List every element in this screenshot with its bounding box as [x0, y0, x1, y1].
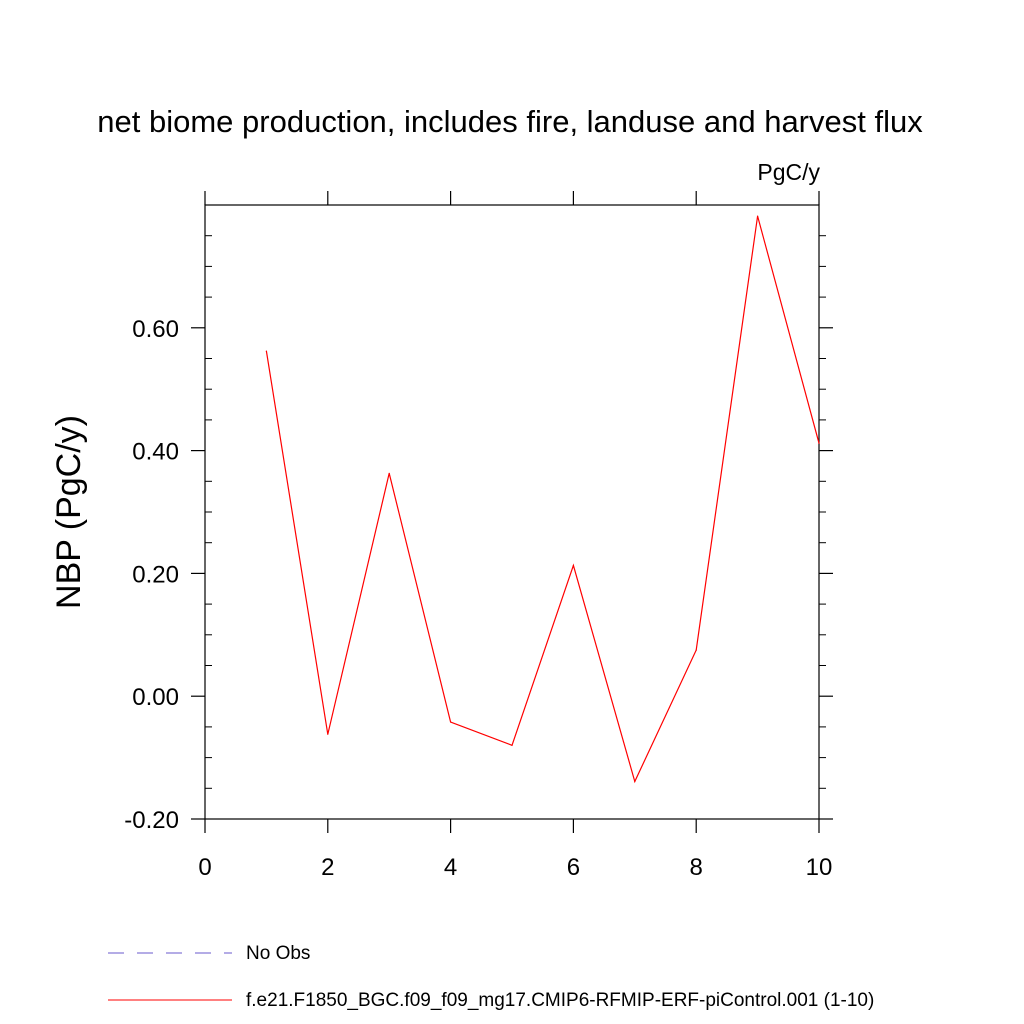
x-tick-label: 0	[198, 854, 211, 881]
y-tick-label: 0.60	[132, 316, 179, 343]
legend: No Obs f.e21.F1850_BGC.f09_f09_mg17.CMIP…	[108, 943, 874, 1011]
plot-frame	[204, 204, 820, 820]
chart-title: net biome production, includes fire, lan…	[97, 104, 923, 139]
y-axis-label: NBP (PgC/y)	[50, 415, 88, 609]
x-tick-label: 10	[806, 854, 833, 881]
x-tick-label: 6	[567, 854, 580, 881]
series-layer	[265, 215, 820, 784]
legend-label-no-obs: No Obs	[246, 943, 310, 964]
y-tick-label: 0.20	[132, 561, 179, 588]
data-point	[450, 721, 452, 723]
axis-tick-labels: 0 2 4 6 8 10 -0.20 0.00 0.20 0.40 0.60	[124, 316, 832, 881]
y-tick-label: 0.00	[132, 684, 179, 711]
data-point	[265, 350, 267, 352]
x-tick-label: 4	[444, 854, 457, 881]
axis-ticks	[191, 191, 833, 833]
y-tick-label: 0.40	[132, 439, 179, 466]
data-point	[757, 215, 759, 217]
data-point	[511, 744, 513, 746]
x-tick-label: 2	[321, 854, 334, 881]
data-point	[695, 649, 697, 651]
legend-label-series: f.e21.F1850_BGC.f09_f09_mg17.CMIP6-RFMIP…	[246, 990, 874, 1011]
data-point	[634, 780, 636, 783]
y-tick-label: -0.20	[124, 807, 179, 834]
data-point	[572, 564, 575, 567]
x-tick-label: 8	[690, 854, 703, 881]
data-point	[327, 733, 329, 735]
series-line-0	[265, 215, 820, 784]
data-point	[388, 472, 390, 474]
units-label: PgC/y	[757, 159, 820, 185]
data-point	[818, 442, 820, 444]
